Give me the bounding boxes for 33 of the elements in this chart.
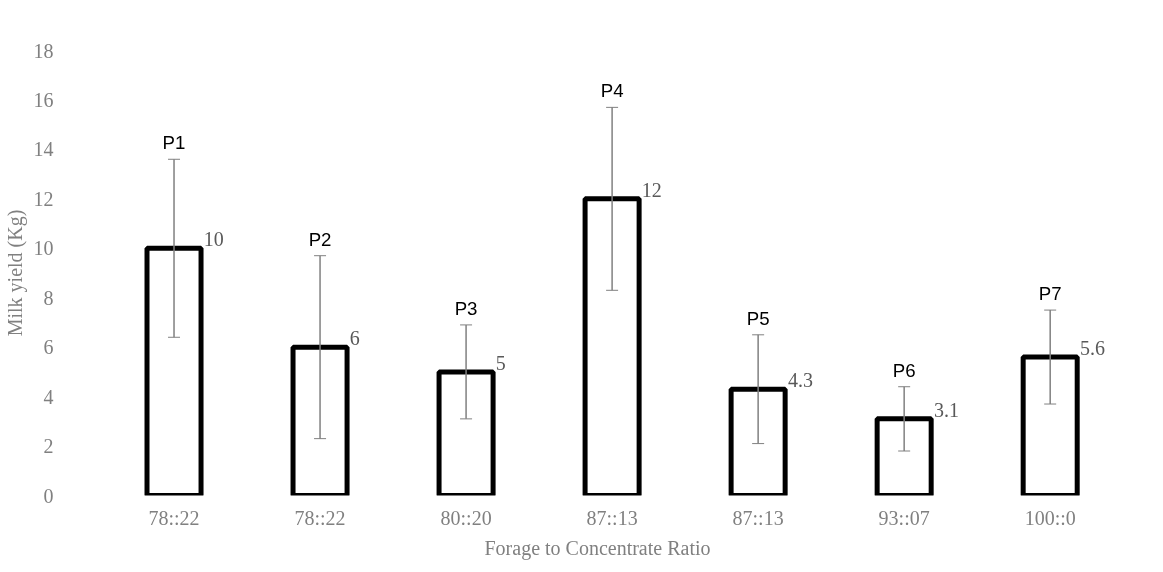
data-label: 5.6 xyxy=(1079,337,1105,360)
y-tick-label: 6 xyxy=(43,336,54,359)
annotation: P1 xyxy=(162,132,186,154)
y-tick-label: 8 xyxy=(43,286,54,309)
y-axis-title: Milk yield (Kg) xyxy=(3,209,27,337)
x-tick-label: 78::22 xyxy=(294,506,346,529)
y-tick-label: 0 xyxy=(43,484,54,507)
y-tick-label: 12 xyxy=(33,187,54,210)
annotation: P5 xyxy=(746,307,770,329)
data-label: 12 xyxy=(641,178,662,201)
x-tick-label: 93::07 xyxy=(878,506,930,529)
annotation: P2 xyxy=(308,228,332,250)
y-tick-label: 10 xyxy=(33,237,54,260)
annotation: P6 xyxy=(892,359,916,381)
data-label: 5 xyxy=(495,351,506,374)
x-tick-label: 87::13 xyxy=(732,506,784,529)
y-tick-label: 2 xyxy=(43,435,54,458)
y-tick-label: 14 xyxy=(33,138,54,161)
data-label: 3.1 xyxy=(933,398,959,421)
annotation: P3 xyxy=(454,297,478,319)
x-tick-label: 87::13 xyxy=(586,506,638,529)
data-label: 4.3 xyxy=(787,369,813,392)
y-tick-label: 18 xyxy=(33,39,54,62)
x-tick-label: 78::22 xyxy=(148,506,200,529)
annotation: P4 xyxy=(600,80,624,102)
x-tick-label: 100::0 xyxy=(1024,506,1076,529)
data-label: 10 xyxy=(203,228,224,251)
y-tick-label: 16 xyxy=(33,88,54,111)
data-label: 6 xyxy=(349,327,360,350)
y-tick-label: 4 xyxy=(43,385,54,408)
x-axis-title: Forage to Concentrate Ratio xyxy=(484,536,711,560)
x-tick-label: 80::20 xyxy=(440,506,492,529)
annotation: P7 xyxy=(1038,283,1062,305)
